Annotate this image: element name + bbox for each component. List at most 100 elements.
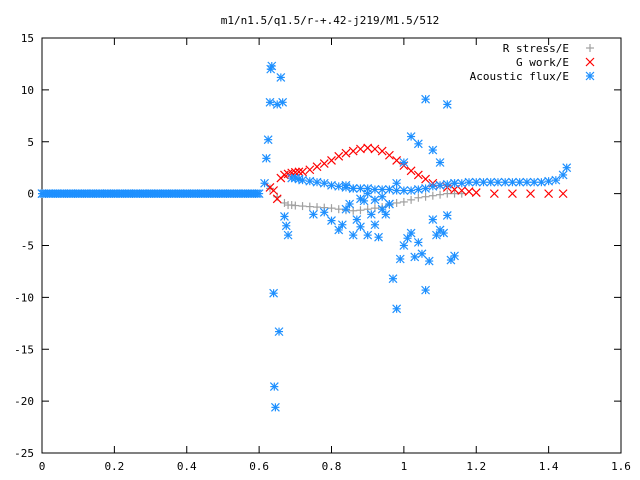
data-point bbox=[558, 170, 568, 180]
data-point bbox=[356, 144, 365, 154]
data-point bbox=[269, 186, 279, 195]
data-point bbox=[298, 167, 307, 177]
data-point bbox=[392, 198, 401, 207]
data-point bbox=[291, 201, 300, 210]
y-tick-label: 10 bbox=[21, 84, 34, 97]
data-point bbox=[345, 199, 355, 209]
data-point bbox=[471, 177, 481, 187]
data-point bbox=[450, 185, 459, 194]
data-point bbox=[500, 177, 510, 187]
data-point bbox=[486, 177, 496, 187]
data-point bbox=[384, 150, 394, 160]
data-point bbox=[274, 327, 284, 337]
x-tick-label: 1.6 bbox=[611, 460, 631, 473]
x-tick-label: 1.2 bbox=[466, 460, 486, 473]
data-point bbox=[406, 166, 416, 176]
data-marks bbox=[37, 61, 572, 412]
data-point bbox=[551, 175, 561, 185]
data-point bbox=[435, 180, 445, 190]
data-point bbox=[464, 177, 474, 187]
data-point bbox=[298, 175, 307, 185]
data-point bbox=[450, 178, 459, 188]
x-tick-label: 0.4 bbox=[177, 460, 197, 473]
data-point bbox=[327, 156, 336, 165]
data-point bbox=[536, 177, 546, 187]
data-point bbox=[366, 209, 376, 219]
data-point bbox=[442, 210, 452, 220]
data-point bbox=[413, 170, 423, 180]
data-point bbox=[442, 99, 452, 109]
data-point bbox=[442, 179, 452, 189]
data-point bbox=[424, 256, 434, 266]
data-point bbox=[280, 212, 289, 221]
data-point bbox=[464, 187, 474, 196]
data-point bbox=[406, 228, 416, 238]
data-point bbox=[305, 165, 315, 175]
data-point bbox=[348, 146, 358, 156]
y-tick-label: -15 bbox=[14, 343, 34, 356]
series-2-points bbox=[37, 61, 572, 412]
y-tick-label: -5 bbox=[21, 240, 34, 253]
data-point bbox=[421, 174, 431, 184]
data-point bbox=[260, 178, 269, 188]
data-point bbox=[370, 220, 380, 230]
data-point bbox=[312, 177, 322, 187]
data-point bbox=[508, 189, 517, 199]
data-point bbox=[267, 61, 277, 71]
data-point bbox=[529, 177, 539, 187]
data-point bbox=[395, 254, 405, 264]
data-point bbox=[327, 216, 336, 226]
data-point bbox=[363, 230, 373, 240]
data-point bbox=[457, 178, 467, 188]
data-point bbox=[522, 177, 532, 187]
data-point bbox=[298, 202, 307, 211]
legend-label: R stress/E bbox=[503, 42, 569, 55]
data-point bbox=[356, 184, 365, 193]
data-point bbox=[313, 203, 322, 212]
data-point bbox=[436, 190, 445, 199]
data-point bbox=[265, 97, 275, 107]
data-point bbox=[334, 151, 344, 161]
data-point bbox=[341, 148, 351, 158]
data-point bbox=[269, 382, 279, 392]
data-point bbox=[377, 192, 387, 202]
data-point bbox=[327, 204, 336, 213]
data-point bbox=[272, 194, 282, 204]
data-point bbox=[363, 143, 373, 153]
data-point bbox=[489, 189, 499, 199]
data-point bbox=[319, 159, 329, 168]
legend-marker bbox=[585, 71, 595, 81]
data-point bbox=[265, 184, 274, 193]
data-point bbox=[399, 241, 409, 250]
y-tick-label: 15 bbox=[21, 32, 34, 45]
data-point bbox=[270, 402, 280, 412]
x-tick-label: 0.6 bbox=[249, 460, 269, 473]
data-point bbox=[319, 178, 329, 188]
data-point bbox=[312, 162, 322, 172]
data-point bbox=[348, 230, 358, 240]
data-point bbox=[392, 156, 402, 165]
data-point bbox=[421, 184, 431, 193]
data-point bbox=[406, 132, 416, 141]
data-point bbox=[334, 225, 344, 235]
data-point bbox=[363, 205, 372, 214]
data-point bbox=[337, 220, 347, 230]
data-point bbox=[443, 189, 452, 198]
data-point bbox=[370, 144, 380, 154]
data-point bbox=[471, 188, 481, 198]
data-point bbox=[413, 185, 423, 194]
data-point bbox=[334, 205, 343, 214]
data-point bbox=[294, 167, 304, 177]
data-point bbox=[428, 181, 438, 191]
legend-label: Acoustic flux/E bbox=[470, 70, 569, 83]
data-point bbox=[308, 209, 318, 219]
data-point bbox=[432, 230, 441, 240]
data-point bbox=[269, 288, 279, 298]
data-point bbox=[410, 252, 420, 262]
series-0-points bbox=[265, 184, 466, 215]
data-point bbox=[479, 177, 488, 187]
data-point bbox=[377, 146, 387, 156]
data-point bbox=[281, 221, 291, 231]
y-tick-label: 5 bbox=[27, 136, 34, 149]
